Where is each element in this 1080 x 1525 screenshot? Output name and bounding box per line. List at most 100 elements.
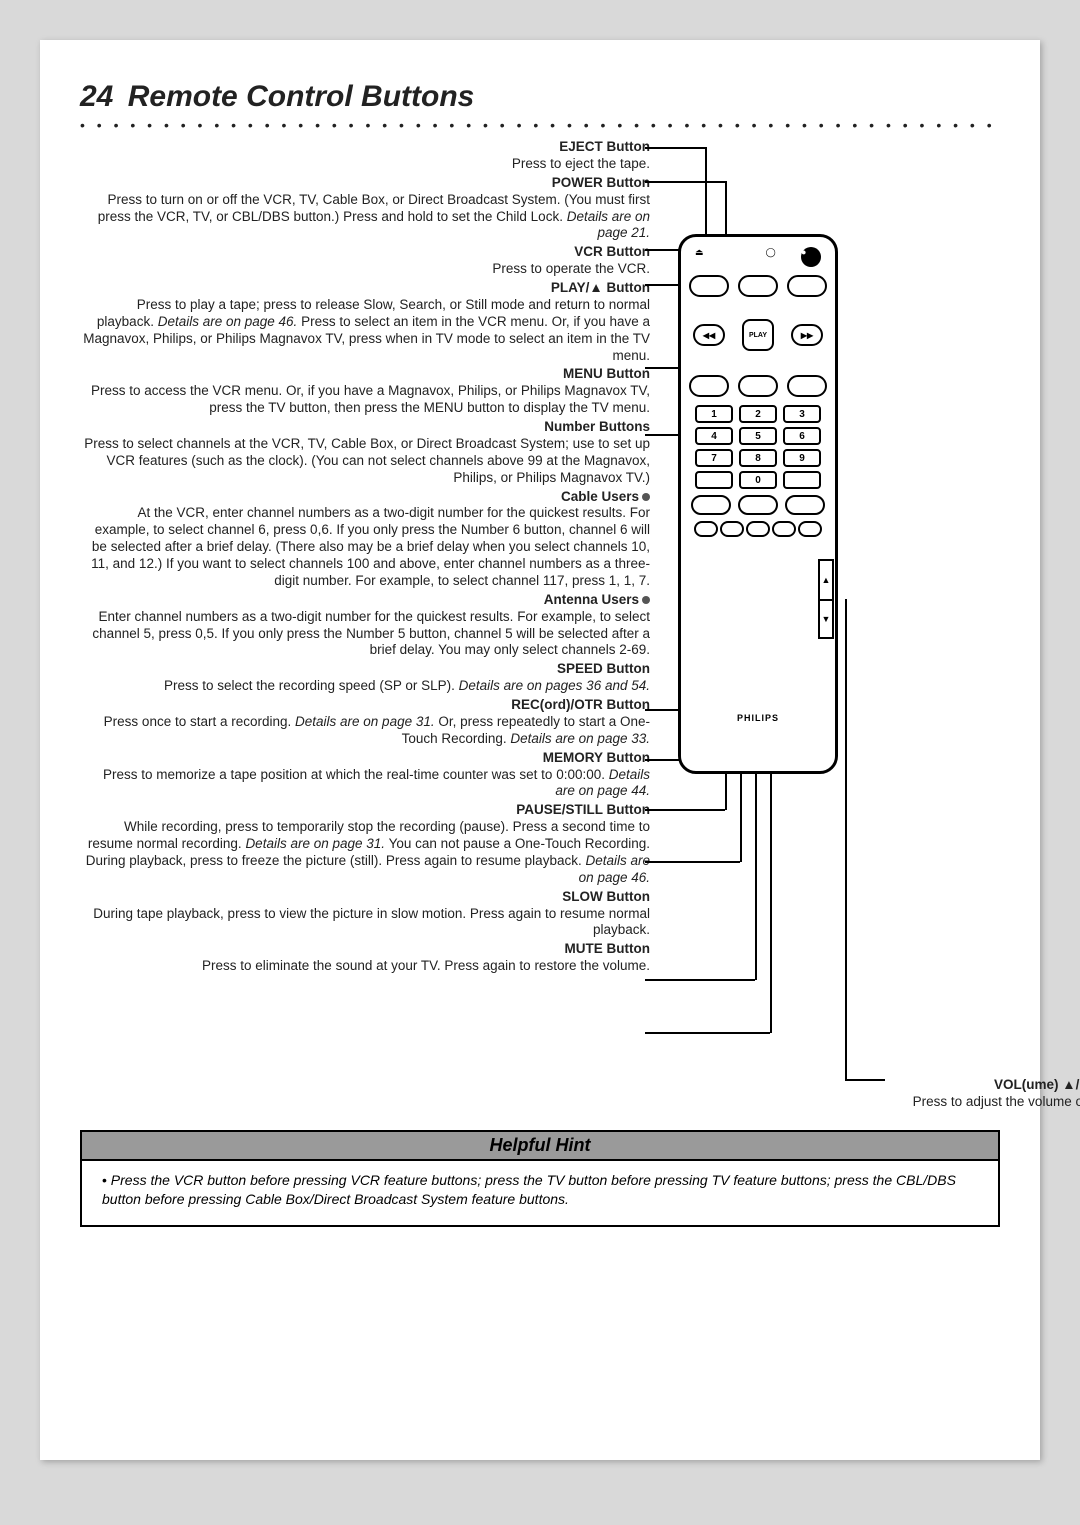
slow-block: SLOW Button During tape playback, press … [80, 889, 650, 940]
vol-up-icon: ▲ [818, 559, 834, 599]
hint-item: Press the VCR button before pressing VCR… [102, 1171, 978, 1209]
mute-body: Press to eliminate the sound at your TV.… [80, 958, 650, 975]
remote-button [691, 495, 731, 515]
num-1: 1 [695, 405, 733, 423]
nav-left: ◀◀ [693, 324, 725, 346]
remote-button [689, 275, 729, 297]
play-block: PLAY/▲ Button Press to play a tape; pres… [80, 280, 650, 364]
remote-button [785, 495, 825, 515]
rec-body2-ital: Details are on page 33. [510, 731, 650, 746]
eject-icon: ⏏ [695, 247, 715, 267]
hint-title: Helpful Hint [82, 1132, 998, 1161]
slow-header: SLOW Button [562, 889, 650, 904]
vol-rocker: ▲ ▼ [818, 559, 836, 649]
bottom-buttons [689, 521, 827, 537]
leader-line [645, 861, 740, 863]
remote-button [787, 275, 827, 297]
speed-block: SPEED Button Press to select the recordi… [80, 661, 650, 695]
memory-block: MEMORY Button Press to memorize a tape p… [80, 750, 650, 801]
vcr-body: Press to operate the VCR. [80, 261, 650, 278]
memory-body: Press to memorize a tape position at whi… [80, 767, 650, 801]
menu-block: MENU Button Press to access the VCR menu… [80, 366, 650, 417]
rec-body1: Press once to start a recording. [104, 714, 295, 729]
leader-line [845, 599, 847, 1079]
title-divider: • • • • • • • • • • • • • • • • • • • • … [80, 117, 1000, 131]
pause-body2-ital: Details are on page 46. [579, 853, 650, 885]
pause-header: PAUSE/STILL Button [516, 802, 650, 817]
eject-header: EJECT Button [559, 139, 650, 154]
menu-header: MENU Button [563, 366, 650, 381]
eject-body: Press to eject the tape. [80, 156, 650, 173]
vcr-header: VCR Button [574, 244, 650, 259]
play-body: Press to play a tape; press to release S… [80, 297, 650, 365]
num-blank2 [783, 471, 821, 489]
spacer [730, 247, 750, 267]
num-0: 0 [739, 471, 777, 489]
mid-buttons [691, 495, 825, 515]
leader-line [845, 1079, 885, 1081]
page-title: 24 Remote Control Buttons [80, 80, 1000, 114]
remote-button [787, 375, 827, 397]
speed-body: Press to select the recording speed (SP … [80, 678, 650, 695]
nav-right: ▶▶ [791, 324, 823, 346]
pause-body1-ital: Details are on page 31. [245, 836, 385, 851]
number-pad: 1 2 3 4 5 6 7 8 9 0 [695, 405, 821, 489]
remote-button [738, 275, 778, 297]
remote-button [746, 521, 770, 537]
remote-button [694, 521, 718, 537]
leader-line [645, 147, 705, 149]
vol-block: VOL(ume) ▲/▼ Button Press to adjust the … [880, 1077, 1080, 1111]
leader-line [645, 979, 755, 981]
power-body2: Press and hold to set the Child Lock. [343, 209, 567, 224]
remote-diagram: ⏏ ◯ ● ◀◀ [678, 234, 838, 774]
numbers-block: Number Buttons Press to select channels … [80, 419, 650, 487]
power-header: POWER Button [552, 175, 650, 190]
pause-body: While recording, press to temporarily st… [80, 819, 650, 887]
remote-button [720, 521, 744, 537]
slow-body: During tape playback, press to view the … [80, 906, 650, 940]
num-blank [695, 471, 733, 489]
main-row: EJECT Button Press to eject the tape. PO… [80, 139, 1000, 977]
play-header: PLAY/▲ Button [551, 280, 650, 295]
num-2: 2 [739, 405, 777, 423]
antenna-body: Enter channel numbers as a two-digit num… [80, 609, 650, 660]
vcr-block: VCR Button Press to operate the VCR. [80, 244, 650, 278]
rec-block: REC(ord)/OTR Button Press once to start … [80, 697, 650, 748]
vol-down-icon: ▼ [818, 599, 834, 639]
bullet-icon [642, 596, 650, 604]
num-4: 4 [695, 427, 733, 445]
antenna-block: Antenna Users Enter channel numbers as a… [80, 592, 650, 660]
num-3: 3 [783, 405, 821, 423]
page-number: 24 [80, 80, 113, 113]
manual-page: 24 Remote Control Buttons • • • • • • • … [40, 40, 1040, 1460]
leader-line [645, 1032, 770, 1034]
remote-body: ⏏ ◯ ● ◀◀ [678, 234, 838, 774]
remote-column: ⏏ ◯ ● ◀◀ [650, 139, 1000, 977]
memory-body1: Press to memorize a tape position at whi… [103, 767, 609, 782]
remote-button [798, 521, 822, 537]
mute-header: MUTE Button [565, 941, 650, 956]
nav-cluster: ◀◀ PLAY ▶▶ [689, 305, 827, 365]
num-6: 6 [783, 427, 821, 445]
num-5: 5 [739, 427, 777, 445]
menu-body: Press to access the VCR menu. Or, if you… [80, 383, 650, 417]
nav-center: PLAY [742, 319, 774, 351]
play-body-ital: Details are on page 46. [158, 314, 298, 329]
eject-block: EJECT Button Press to eject the tape. [80, 139, 650, 173]
cable-block: Cable Users At the VCR, enter channel nu… [80, 489, 650, 590]
leader-line [645, 809, 725, 811]
antenna-header: Antenna Users [544, 592, 639, 607]
numbers-body: Press to select channels at the VCR, TV,… [80, 436, 650, 487]
leader-line [705, 147, 707, 247]
vol-header: VOL(ume) ▲/▼ Button [994, 1077, 1080, 1092]
vol-body: Press to adjust the volume of your TV. [913, 1094, 1080, 1109]
remote-button [772, 521, 796, 537]
speed-body-ital: Details are on pages 36 and 54. [459, 678, 650, 693]
num-7: 7 [695, 449, 733, 467]
remote-brand: PHILIPS [681, 713, 835, 723]
remote-button [738, 375, 778, 397]
rec-body: Press once to start a recording. Details… [80, 714, 650, 748]
leader-line [645, 181, 725, 183]
numbers-header: Number Buttons [544, 419, 650, 434]
cable-body: At the VCR, enter channel numbers as a t… [80, 505, 650, 589]
